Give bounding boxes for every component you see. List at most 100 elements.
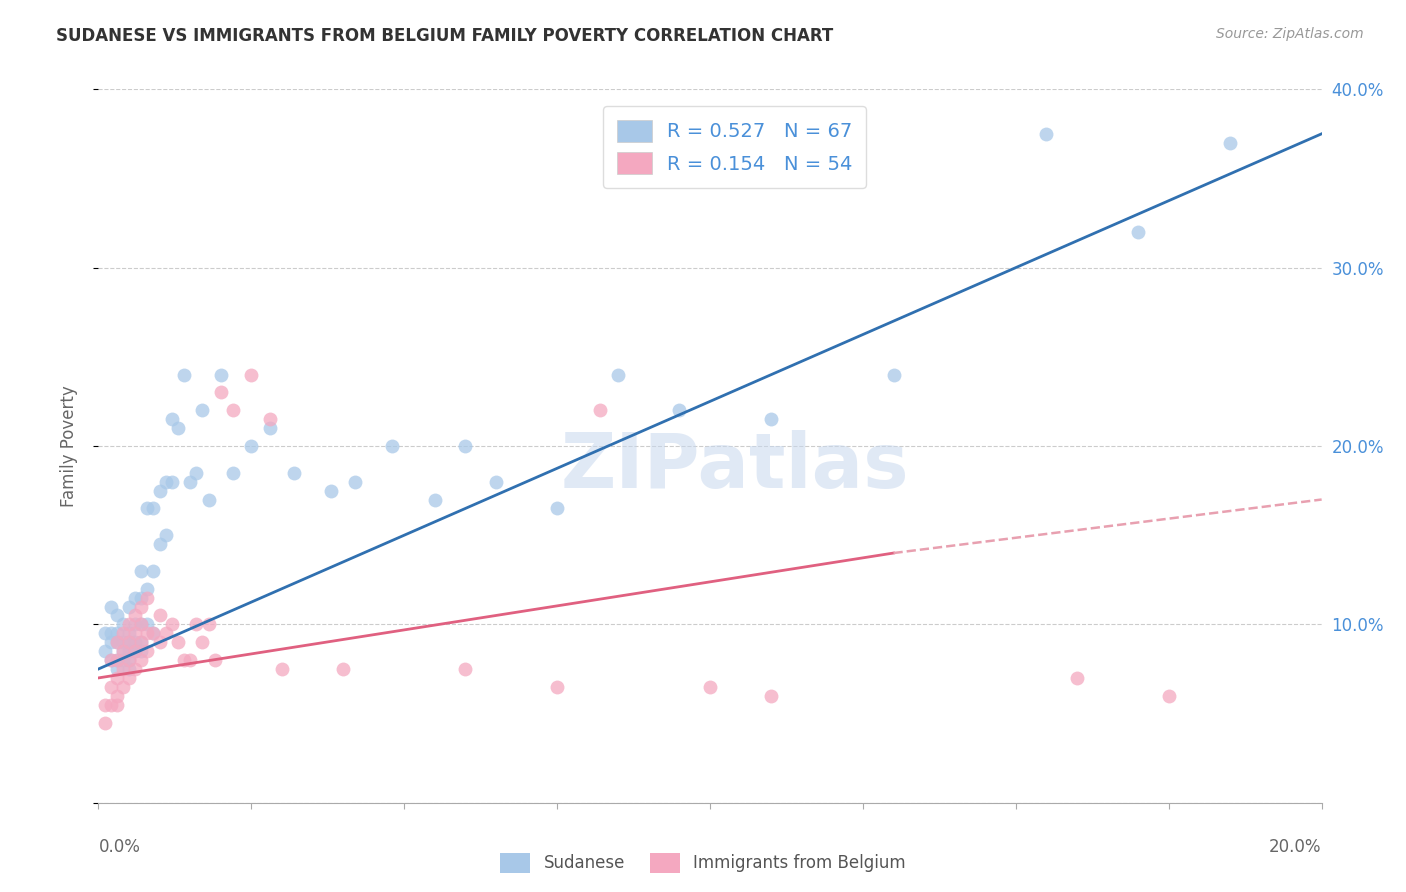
Point bbox=[105, 608, 128, 623]
Point bbox=[155, 475, 177, 489]
Point bbox=[191, 403, 214, 417]
Point bbox=[1035, 127, 1057, 141]
Point bbox=[100, 599, 122, 614]
Point bbox=[1157, 689, 1180, 703]
Point bbox=[209, 368, 232, 382]
Point bbox=[546, 501, 568, 516]
Point bbox=[423, 492, 446, 507]
Text: ZIPatlas: ZIPatlas bbox=[560, 431, 908, 504]
Point bbox=[589, 403, 612, 417]
Point bbox=[111, 644, 134, 658]
Point bbox=[124, 617, 146, 632]
Point bbox=[160, 412, 183, 426]
Point bbox=[136, 644, 159, 658]
Y-axis label: Family Poverty: Family Poverty bbox=[59, 385, 77, 507]
Point bbox=[381, 439, 404, 453]
Point bbox=[118, 671, 141, 685]
Point bbox=[129, 591, 152, 605]
Point bbox=[222, 466, 245, 480]
Point bbox=[209, 385, 232, 400]
Point bbox=[118, 662, 141, 676]
Point bbox=[149, 635, 172, 649]
Point bbox=[124, 662, 146, 676]
Point bbox=[142, 501, 165, 516]
Point bbox=[111, 644, 134, 658]
Point bbox=[136, 617, 159, 632]
Point bbox=[105, 635, 128, 649]
Text: SUDANESE VS IMMIGRANTS FROM BELGIUM FAMILY POVERTY CORRELATION CHART: SUDANESE VS IMMIGRANTS FROM BELGIUM FAMI… bbox=[56, 27, 834, 45]
Point bbox=[129, 644, 152, 658]
Point bbox=[100, 635, 122, 649]
Point bbox=[93, 715, 115, 730]
Point bbox=[124, 608, 146, 623]
Point bbox=[155, 528, 177, 542]
Point bbox=[129, 617, 152, 632]
Point bbox=[179, 653, 201, 667]
Point bbox=[111, 662, 134, 676]
Point bbox=[259, 412, 281, 426]
Point bbox=[668, 403, 690, 417]
Point bbox=[118, 653, 141, 667]
Legend: Sudanese, Immigrants from Belgium: Sudanese, Immigrants from Belgium bbox=[494, 847, 912, 880]
Point bbox=[454, 439, 477, 453]
Point bbox=[149, 537, 172, 551]
Point bbox=[204, 653, 226, 667]
Point bbox=[240, 368, 263, 382]
Point bbox=[100, 680, 122, 694]
Point bbox=[155, 626, 177, 640]
Point bbox=[105, 653, 128, 667]
Point bbox=[883, 368, 905, 382]
Point bbox=[699, 680, 721, 694]
Point bbox=[105, 635, 128, 649]
Point bbox=[179, 475, 201, 489]
Point bbox=[129, 617, 152, 632]
Point bbox=[105, 671, 128, 685]
Point bbox=[167, 635, 190, 649]
Point bbox=[149, 483, 172, 498]
Point bbox=[105, 662, 128, 676]
Point bbox=[160, 475, 183, 489]
Point bbox=[100, 626, 122, 640]
Point bbox=[124, 626, 146, 640]
Point bbox=[93, 626, 115, 640]
Point bbox=[118, 617, 141, 632]
Point bbox=[344, 475, 367, 489]
Point bbox=[129, 653, 152, 667]
Point bbox=[167, 421, 190, 435]
Point bbox=[105, 689, 128, 703]
Point bbox=[118, 653, 141, 667]
Point bbox=[129, 635, 152, 649]
Point bbox=[240, 439, 263, 453]
Point bbox=[485, 475, 508, 489]
Point bbox=[186, 617, 208, 632]
Point bbox=[118, 635, 141, 649]
Point bbox=[124, 644, 146, 658]
Point bbox=[142, 564, 165, 578]
Point bbox=[111, 680, 134, 694]
Point bbox=[129, 635, 152, 649]
Text: Source: ZipAtlas.com: Source: ZipAtlas.com bbox=[1216, 27, 1364, 41]
Text: 20.0%: 20.0% bbox=[1270, 838, 1322, 856]
Point bbox=[160, 617, 183, 632]
Point bbox=[759, 412, 782, 426]
Point bbox=[124, 644, 146, 658]
Point bbox=[1128, 225, 1150, 239]
Point bbox=[105, 698, 128, 712]
Point bbox=[259, 421, 281, 435]
Point bbox=[111, 653, 134, 667]
Point bbox=[136, 501, 159, 516]
Point bbox=[129, 564, 152, 578]
Point bbox=[136, 582, 159, 596]
Point bbox=[118, 644, 141, 658]
Point bbox=[118, 635, 141, 649]
Point bbox=[607, 368, 630, 382]
Point bbox=[111, 635, 134, 649]
Point bbox=[136, 591, 159, 605]
Point bbox=[118, 599, 141, 614]
Point bbox=[105, 653, 128, 667]
Text: 0.0%: 0.0% bbox=[98, 838, 141, 856]
Point bbox=[111, 626, 134, 640]
Point bbox=[124, 591, 146, 605]
Point bbox=[124, 635, 146, 649]
Point bbox=[173, 368, 195, 382]
